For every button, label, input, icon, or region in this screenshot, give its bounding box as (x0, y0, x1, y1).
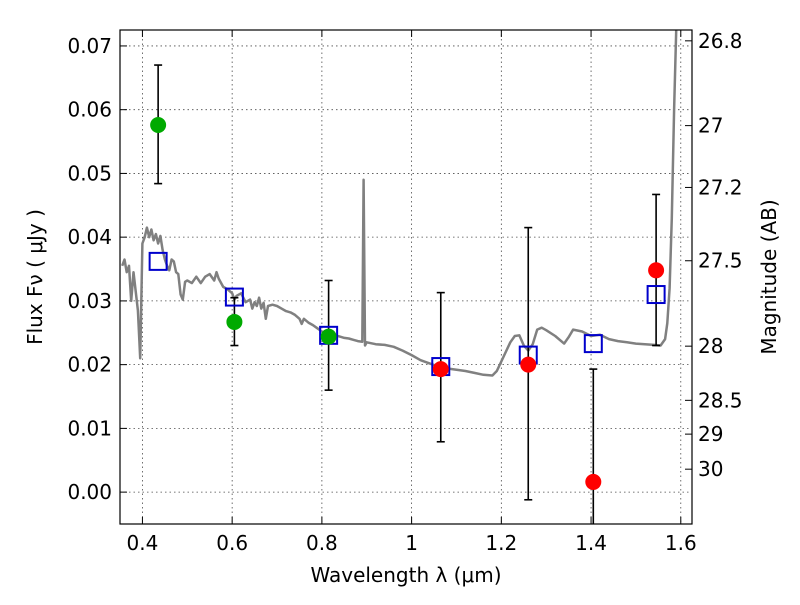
observed-flux-point (320, 328, 337, 345)
x-tick-label: 1.6 (665, 531, 697, 555)
model-flux-square (583, 334, 603, 354)
y2-tick-label: 30 (698, 457, 723, 481)
y-tick-label: 0.02 (67, 353, 112, 377)
x-tick-label: 1.2 (485, 531, 517, 555)
model-flux-square (646, 285, 666, 305)
observed-flux-point (150, 116, 167, 133)
plot-series (121, 30, 678, 524)
y2-tick-label: 26.8 (698, 29, 743, 53)
template-spectrum-line (121, 30, 678, 377)
y-tick-label: 0.01 (67, 416, 112, 440)
x-axis-label: Wavelength λ (μm) (310, 563, 501, 587)
x-tick-label: 0.8 (306, 531, 338, 555)
grid-lines (120, 30, 692, 524)
y-tick-label: 0.03 (67, 289, 112, 313)
y2-axis-label: Magnitude (AB) (757, 199, 781, 354)
model-flux-square (224, 287, 244, 307)
y-tick-label: 0.07 (67, 34, 112, 58)
observed-flux-point (432, 361, 449, 378)
x-tick-label: 0.6 (216, 531, 248, 555)
y2-tick-label: 27.2 (698, 175, 743, 199)
y2-tick-label: 29 (698, 422, 723, 446)
x-tick-label: 0.4 (127, 531, 159, 555)
axis-ticks: 0.00 0.01 0.02 0.03 0.04 0.05 0.06 0.07 0.4 0.6 0.… (67, 29, 742, 555)
observed-flux-point (226, 313, 243, 330)
y-tick-label: 0.04 (67, 225, 112, 249)
y-axis-label: Flux Fν ( μJy ) (23, 209, 47, 345)
y2-tick-label: 27.5 (698, 249, 743, 273)
observed-flux-point (585, 473, 602, 490)
y-tick-label: 0.05 (67, 161, 112, 185)
plot-frame (119, 29, 693, 525)
y2-tick-label: 28 (698, 334, 723, 358)
y2-tick-label: 27 (698, 114, 723, 138)
y-tick-label: 0.06 (67, 98, 112, 122)
x-tick-label: 1.4 (575, 531, 607, 555)
x-tick-label: 1 (405, 531, 418, 555)
observed-flux-point (520, 356, 537, 373)
observed-flux-point (648, 262, 665, 279)
y-tick-label: 0.00 (67, 480, 112, 504)
clipped-series (121, 30, 678, 524)
y2-tick-label: 28.5 (698, 388, 743, 412)
model-flux-square (148, 251, 168, 271)
